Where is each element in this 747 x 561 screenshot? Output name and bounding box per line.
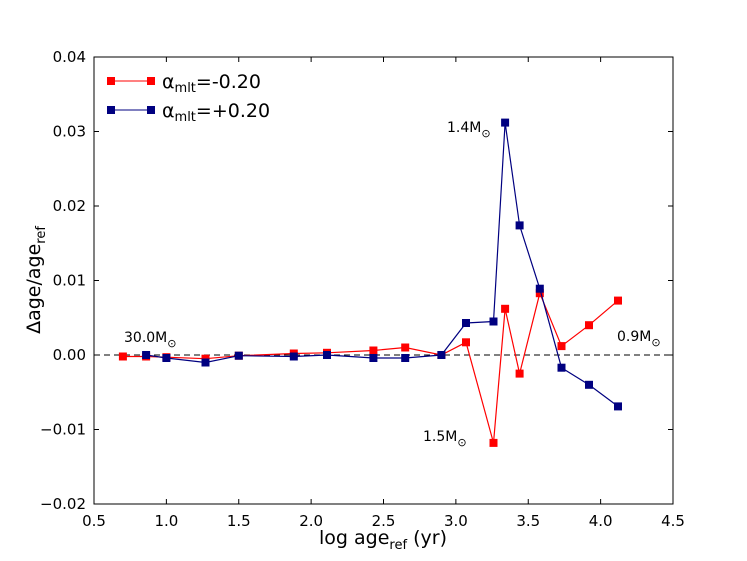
y-tick-label-0: −0.02 xyxy=(40,495,86,513)
annotation-0.9-msun: 0.9M⊙ xyxy=(617,329,661,349)
legend-marker-0-left xyxy=(107,77,115,85)
series-1-point-1 xyxy=(162,354,171,362)
series-1-point-4 xyxy=(289,352,298,361)
series-1-point-8 xyxy=(437,351,446,359)
series-1-point-5 xyxy=(323,351,331,359)
y-tick-label-3: 0.01 xyxy=(53,272,86,290)
x-axis-label-sub: ref xyxy=(389,538,407,553)
annotation-30-msun: 30.0M⊙ xyxy=(124,330,176,350)
annotation-1.4-msun-sub: ⊙ xyxy=(481,127,490,140)
y-axis-label-sub: ref xyxy=(34,226,49,244)
legend-label-1: αmlt=+0.20 xyxy=(162,100,270,125)
y-axis-label: Δage/ageref xyxy=(23,226,49,334)
series-1-point-12 xyxy=(515,221,524,230)
series-0-point-8 xyxy=(401,343,410,352)
x-tick-label-1: 1.0 xyxy=(154,512,178,530)
series-0-point-7 xyxy=(369,346,378,355)
series-1-point-11 xyxy=(501,118,510,127)
annotation-1.4-msun-main: 1.4M xyxy=(447,120,481,136)
y-axis-label-main: Δage/age xyxy=(23,244,45,334)
x-tick-label-3: 2.0 xyxy=(299,512,323,530)
plot-frame xyxy=(93,56,674,505)
x-tick-label-2: 1.5 xyxy=(227,512,251,530)
legend-entry-0: αmlt=-0.20 xyxy=(107,71,261,96)
series-1-point-6 xyxy=(369,354,378,362)
series-0-point-12 xyxy=(501,304,510,313)
series-1-line xyxy=(146,122,619,407)
legend-label-0-value: =-0.20 xyxy=(196,71,261,93)
legend: αmlt=-0.20 αmlt=+0.20 xyxy=(107,71,270,125)
legend-label-0-sub: mlt xyxy=(175,81,196,96)
y-tick-label-1: −0.01 xyxy=(40,421,86,439)
legend-marker-1-right xyxy=(147,106,155,114)
annotation-0.9-msun-main: 0.9M xyxy=(617,329,651,345)
annotation-1.5-msun-sub: ⊙ xyxy=(457,436,466,449)
x-tick-label-4: 2.5 xyxy=(372,512,396,530)
series-1-point-3 xyxy=(234,351,243,360)
series-1-point-9 xyxy=(462,319,470,327)
series-1-point-15 xyxy=(585,380,593,389)
legend-label-0: αmlt=-0.20 xyxy=(162,71,261,96)
y-tick-label-2: 0.00 xyxy=(53,346,86,364)
series-1-point-13 xyxy=(535,284,544,293)
legend-label-1-value: =+0.20 xyxy=(196,100,270,122)
annotation-30-msun-sub: ⊙ xyxy=(167,337,176,350)
y-tick-label-5: 0.03 xyxy=(53,123,86,141)
legend-marker-0-right xyxy=(147,77,155,85)
legend-label-0-symbol: α xyxy=(162,71,175,93)
x-axis-label-unit: (yr) xyxy=(407,527,447,549)
series-0-point-0 xyxy=(118,352,127,361)
annotation-1.4-msun: 1.4M⊙ xyxy=(447,120,491,140)
x-axis-label: log ageref (yr) xyxy=(319,527,447,553)
series-1-point-0 xyxy=(142,351,151,359)
legend-label-1-sub: mlt xyxy=(175,110,196,125)
x-tick-label-7: 4.0 xyxy=(589,512,613,530)
series-0-point-14 xyxy=(535,289,544,298)
annotation-30-msun-main: 30.0M xyxy=(124,330,167,346)
series-0-point-15 xyxy=(557,342,566,351)
series-1-point-14 xyxy=(557,363,566,372)
series-0-point-10 xyxy=(462,338,470,347)
series-0-line xyxy=(122,291,619,444)
series-1-point-2 xyxy=(201,358,210,367)
series-1-point-10 xyxy=(489,317,498,326)
annotation-0.9-msun-sub: ⊙ xyxy=(651,336,660,349)
x-tick-label-8: 4.5 xyxy=(661,512,685,530)
series-0-point-13 xyxy=(515,369,524,378)
y-tick-label-4: 0.02 xyxy=(53,197,86,215)
annotation-1.5-msun: 1.5M⊙ xyxy=(423,429,467,449)
x-axis-label-main: log age xyxy=(319,527,389,549)
series-1-point-16 xyxy=(614,402,622,411)
series-0-point-11 xyxy=(489,438,498,447)
x-tick-label-6: 3.5 xyxy=(516,512,540,530)
annotation-1.5-msun-main: 1.5M xyxy=(423,429,457,445)
legend-entry-1: αmlt=+0.20 xyxy=(107,100,270,125)
y-tick-label-6: 0.04 xyxy=(53,48,86,66)
x-tick-label-0: 0.5 xyxy=(82,512,106,530)
series-1-point-7 xyxy=(401,354,410,362)
plot-area xyxy=(93,56,674,505)
legend-marker-1-left xyxy=(107,106,115,114)
series-0-point-16 xyxy=(585,321,593,330)
legend-label-1-symbol: α xyxy=(162,100,175,122)
x-tick-label-5: 3.0 xyxy=(444,512,468,530)
series-0-point-17 xyxy=(614,296,622,305)
